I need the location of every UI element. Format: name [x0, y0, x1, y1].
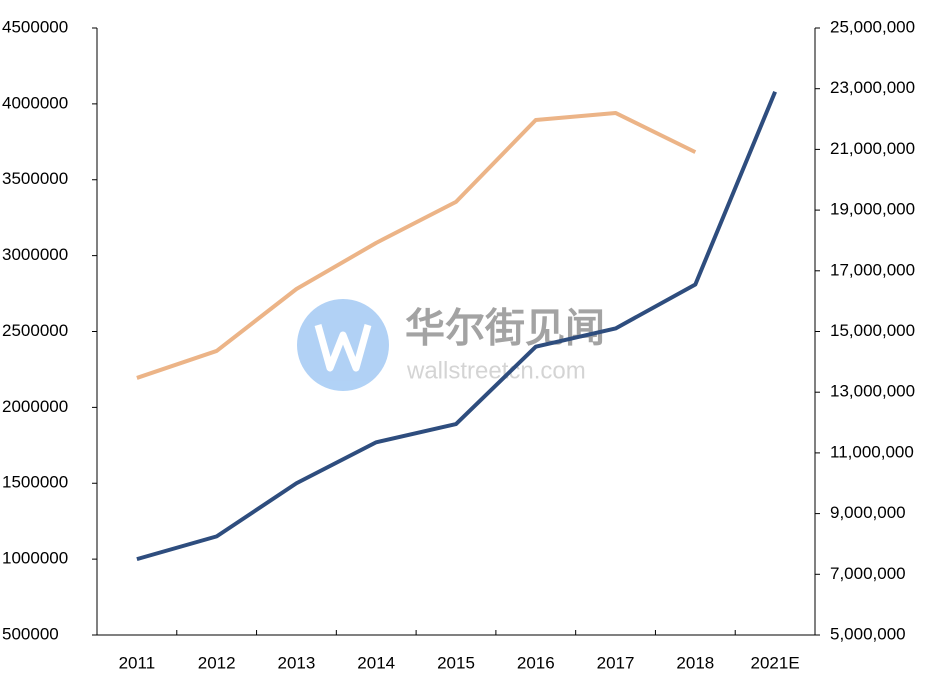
watermark-logo-mark	[314, 324, 372, 372]
watermark: 华尔街见闻 wallstreetcn.com	[297, 299, 605, 391]
y2-tick-label: 5,000,000	[830, 624, 906, 643]
y-tick-label: 4500000	[2, 17, 68, 36]
line-series	[136, 90, 777, 562]
y-tick-label: 3000000	[2, 245, 68, 264]
x-tick-label: 2011	[119, 653, 156, 672]
y2-tick-label: 21,000,000	[830, 139, 915, 158]
y2-tick-label: 9,000,000	[830, 503, 906, 522]
watermark-name: 华尔街见闻	[405, 307, 605, 351]
y2-tick-label: 11,000,000	[830, 442, 914, 461]
y2-tick-label: 25,000,000	[830, 17, 915, 36]
y-tick-label: 1000000	[2, 549, 68, 568]
x-tick-label: 2013	[278, 653, 316, 672]
x-tick-label: 2021E	[751, 653, 800, 672]
line-series	[136, 110, 697, 380]
y-tick-label: 500000	[2, 624, 59, 643]
y-tick-label: 4000000	[2, 93, 68, 112]
y-tick-label: 3500000	[2, 169, 68, 188]
y2-tick-label: 13,000,000	[830, 382, 915, 401]
x-tick-label: 2014	[357, 653, 395, 672]
x-tick-label: 2017	[597, 653, 635, 672]
y-tick-label: 1500000	[2, 473, 68, 492]
y2-tick-label: 23,000,000	[830, 78, 915, 97]
watermark-url: wallstreetcn.com	[406, 357, 586, 384]
x-tick-label: 2015	[437, 653, 475, 672]
y2-tick-label: 17,000,000	[830, 260, 915, 279]
y2-tick-label: 15,000,000	[830, 321, 915, 340]
y-tick-label: 2500000	[2, 321, 68, 340]
y2-tick-label: 19,000,000	[830, 200, 915, 219]
x-tick-label: 2018	[676, 653, 714, 672]
x-tick-label: 2012	[198, 653, 236, 672]
x-tick-label: 2016	[517, 653, 555, 672]
y-tick-label: 2000000	[2, 397, 68, 416]
y2-tick-label: 7,000,000	[830, 564, 906, 583]
watermark-logo	[297, 299, 389, 391]
